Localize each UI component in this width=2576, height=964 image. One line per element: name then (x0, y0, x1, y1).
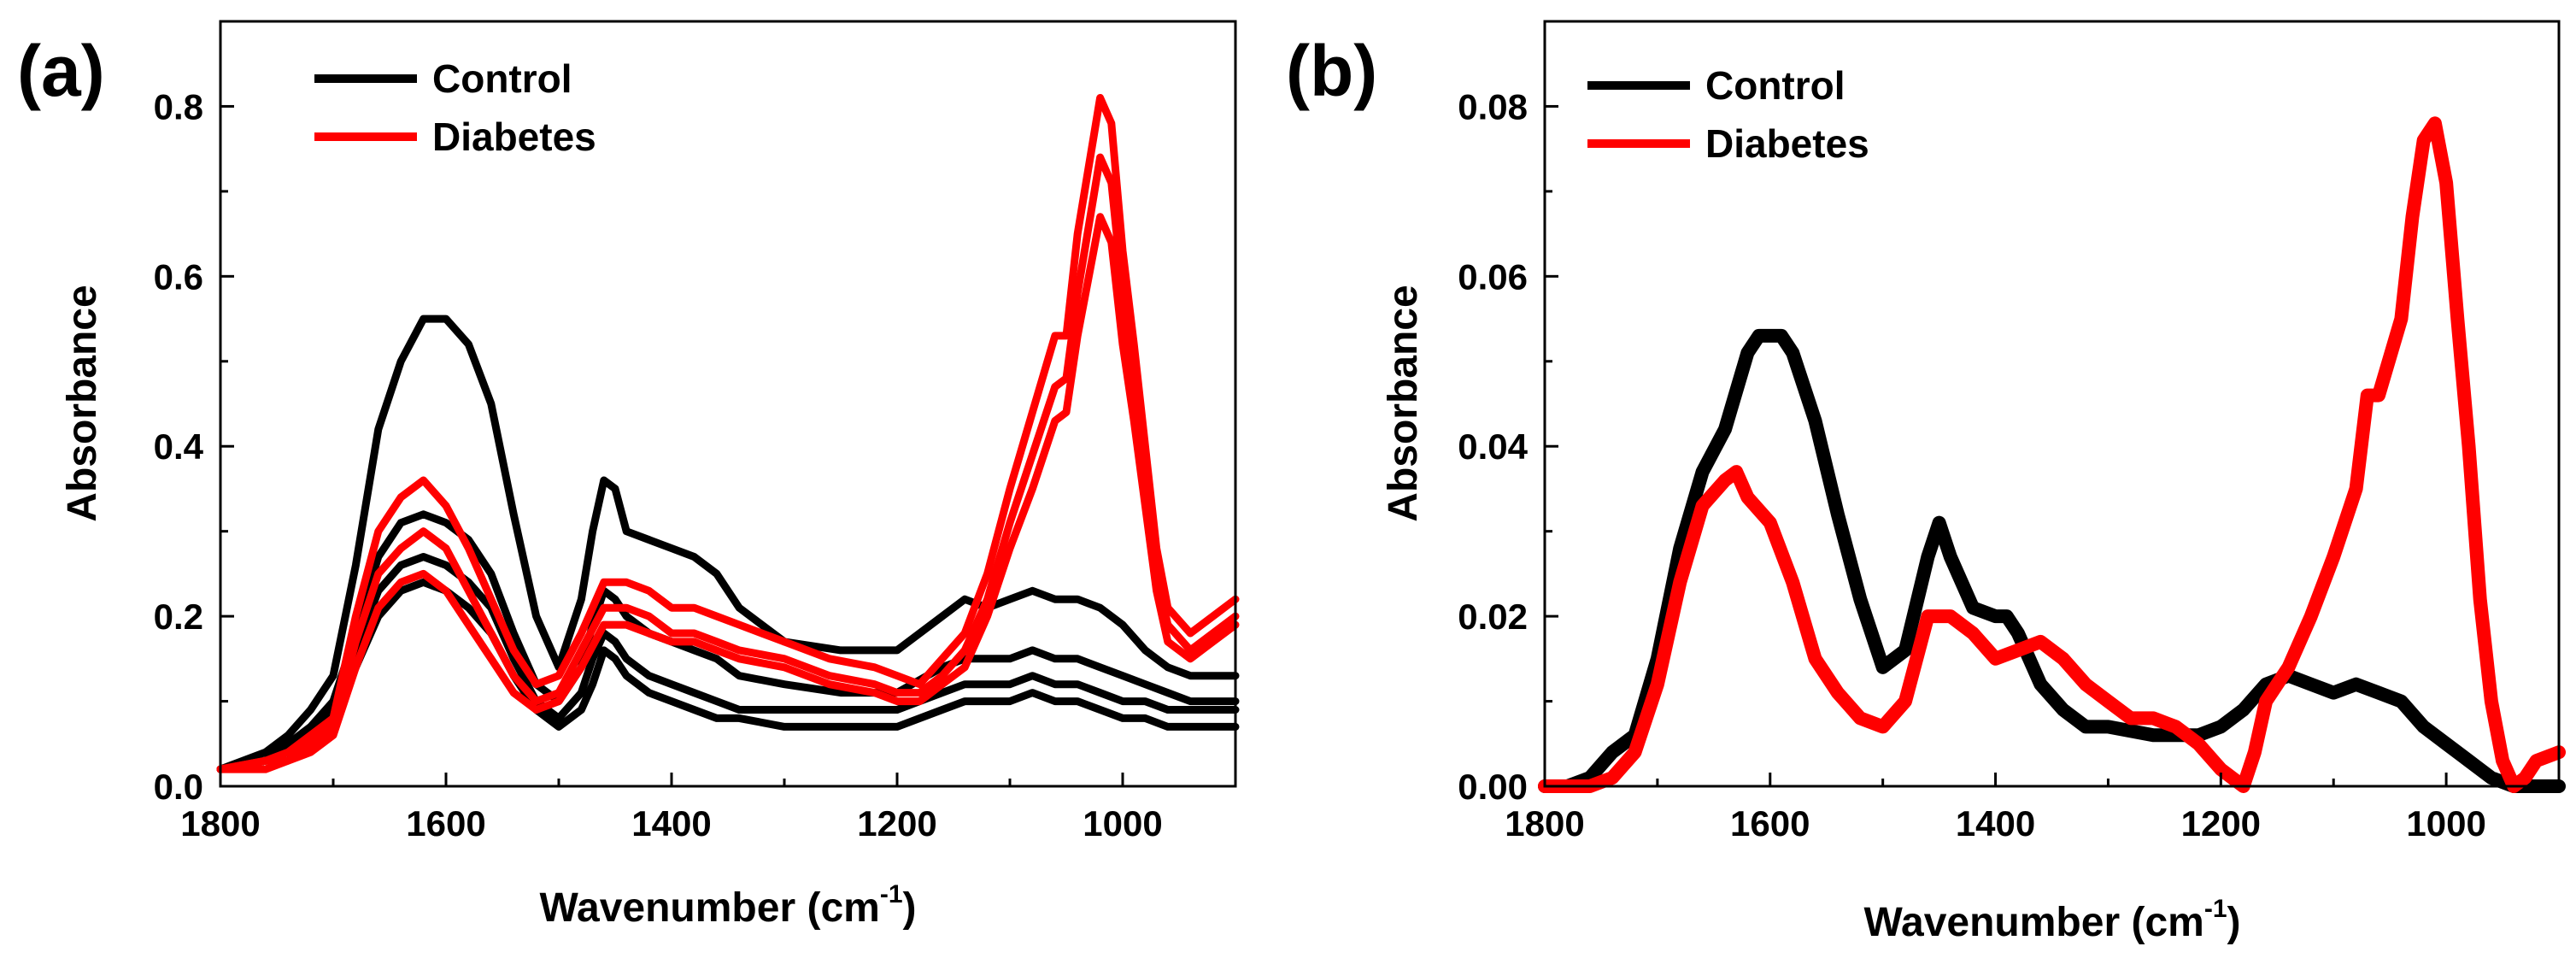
panel-a-series-control-0 (216, 314, 1240, 773)
panel-b-x-tick-label: 1400 (1956, 803, 2035, 844)
panel-a-ticks: 1800 1600 1400 1200 1000 0.0 0.2 0.4 0.6 0.8 (154, 86, 1163, 844)
panel-a-series-diabetes-6 (216, 213, 1240, 773)
panel-a-x-axis-label-sup: -1 (880, 880, 903, 908)
panel-b-x-tick-label: 1600 (1730, 803, 1810, 844)
panel-a-series-diabetes-5 (216, 153, 1240, 773)
chart-panel-b: (b) 1800 1600 1400 1200 1000 0.00 0.02 0.04 0.06… (1286, 20, 2566, 945)
panel-b-x-axis-label-main: Wavenumber (cm (1864, 900, 2204, 945)
panel-a-x-tick-label: 1600 (406, 803, 485, 844)
panel-b-y-tick-label: 0.04 (1458, 426, 1528, 467)
panel-b-letter: (b) (1286, 31, 1377, 111)
panel-b-y-tick-label: 0.00 (1458, 767, 1528, 807)
panel-b-x-axis-label-sup: -1 (2204, 895, 2227, 923)
panel-b-x-tick-label: 1800 (1505, 803, 1584, 844)
panel-a-x-tick-label: 1800 (180, 803, 260, 844)
panel-b-ticks: 1800 1600 1400 1200 1000 0.00 0.02 0.04 0.06 0.08 (1458, 86, 2486, 844)
panel-a-x-tick-label: 1200 (857, 803, 936, 844)
panel-a-x-tick-label: 1000 (1083, 803, 1162, 844)
panel-a-y-axis-label: Absorbance (60, 285, 105, 521)
panel-a-series-control-2 (216, 553, 1240, 773)
panel-b-x-tick-label: 1000 (2406, 803, 2485, 844)
panel-a-x-axis-label: Wavenumber (cm-1) (540, 880, 917, 931)
panel-b-series-diabetes-1 (1538, 116, 2566, 793)
panel-a-y-tick-label: 0.0 (154, 767, 203, 807)
panel-a-y-tick-label: 0.2 (154, 597, 203, 637)
panel-a-frame (219, 20, 1237, 788)
panel-b-legend-label-diabetes: Diabetes (1705, 121, 1869, 166)
panel-a-series-control-3 (216, 578, 1240, 773)
panel-a-x-axis-label-close: ) (903, 885, 917, 931)
panel-b-series-control-0 (1538, 328, 2566, 793)
panel-a-y-tick-label: 0.6 (154, 256, 203, 297)
panel-b-legend-label-control: Control (1705, 63, 1845, 108)
panel-b-y-tick-label: 0.02 (1458, 597, 1528, 637)
panel-b-y-axis-label: Absorbance (1381, 285, 1426, 521)
panel-a-y-tick-label: 0.8 (154, 86, 203, 126)
chart-panel-a: (a) 1800 1600 1400 1200 10000.00.20.40.60.8 … (17, 20, 1240, 931)
panel-a-legend: Control Diabetes (314, 56, 596, 159)
panel-b-y-tick-label: 0.08 (1458, 86, 1528, 126)
panel-a-letter: (a) (17, 31, 105, 111)
panel-a-y-tick-label: 0.4 (154, 426, 204, 467)
panel-b-frame (1543, 20, 2561, 788)
panel-a-legend-label-control: Control (432, 56, 572, 101)
panel-b-x-axis-label: Wavenumber (cm-1) (1864, 895, 2241, 945)
panel-a-x-axis-label-main: Wavenumber (cm (540, 885, 880, 931)
panel-a-legend-label-diabetes: Diabetes (432, 115, 596, 159)
panel-a-plot-lines (216, 94, 1240, 773)
panel-b-plot-lines (1538, 116, 2566, 793)
panel-b-x-tick-label: 1200 (2181, 803, 2261, 844)
panel-b-y-tick-label: 0.06 (1458, 256, 1528, 297)
panel-a-series-diabetes-4 (216, 94, 1240, 773)
panel-b-legend: Control Diabetes (1587, 63, 1869, 166)
panel-a-x-tick-label: 1400 (631, 803, 711, 844)
panel-b-x-axis-label-close: ) (2227, 900, 2241, 945)
